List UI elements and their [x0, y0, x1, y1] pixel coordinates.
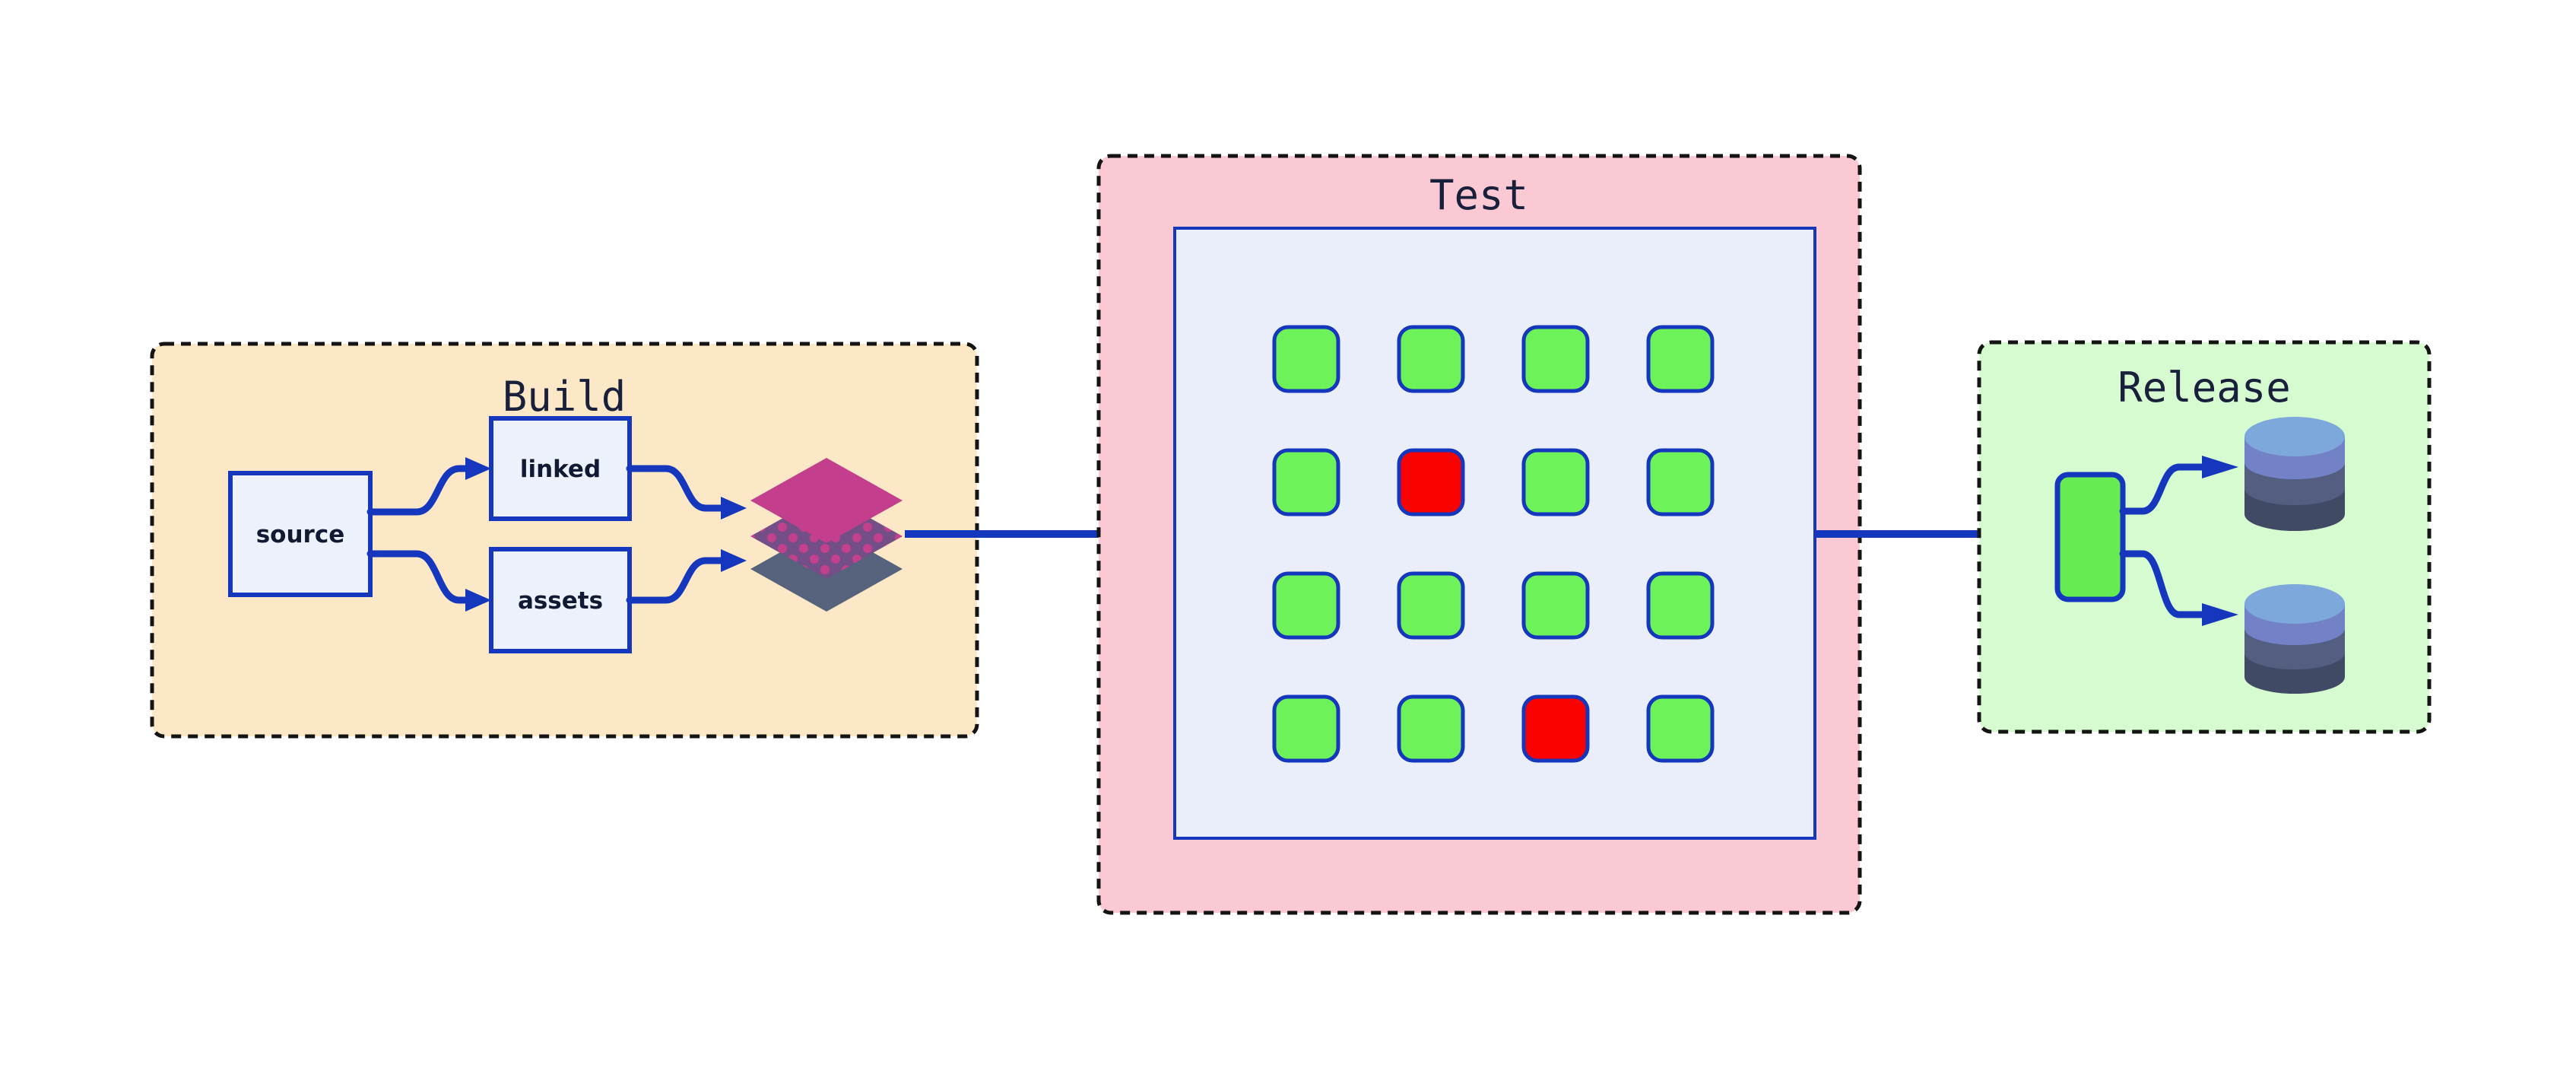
connector-release-db2	[2119, 550, 2238, 626]
connector-assets-artifact	[626, 549, 747, 604]
arrowhead	[721, 497, 747, 520]
test-stage: Test	[1096, 154, 1862, 915]
arrowhead	[465, 589, 491, 612]
database-icon	[2244, 584, 2345, 694]
db-band-3-curve	[2244, 497, 2345, 531]
test-cell-pass	[1646, 694, 1715, 763]
source-node	[228, 471, 373, 597]
test-cell-fail	[1521, 694, 1590, 763]
test-panel	[1173, 227, 1816, 840]
test-stage-title: Test	[1429, 171, 1528, 219]
test-cell-pass	[1397, 571, 1465, 640]
test-cell-pass	[1397, 694, 1465, 763]
db-lid	[2244, 417, 2345, 456]
linked-node-label: linked	[520, 456, 601, 483]
test-cell-pass	[1272, 448, 1340, 516]
test-cell-pass	[1521, 448, 1590, 516]
layers-icon	[750, 458, 903, 612]
layer-top	[750, 458, 903, 543]
database-icon	[2244, 417, 2345, 531]
arrowhead	[2202, 603, 2238, 626]
build-stage: Build source linked assets	[150, 342, 979, 739]
test-cell-pass	[1521, 325, 1590, 393]
test-grid	[1272, 325, 1715, 763]
db-band-3-curve	[2244, 660, 2345, 694]
test-cell-pass	[1646, 571, 1715, 640]
connector-release-db1	[2119, 456, 2238, 515]
db-band-2-curve	[2244, 472, 2345, 505]
build-stage-title: Build	[503, 373, 627, 421]
release-stage-title: Release	[2118, 364, 2291, 412]
test-cell-pass	[1397, 325, 1465, 393]
connector-linked-artifact	[626, 465, 747, 520]
test-cell-pass	[1272, 694, 1340, 763]
db-band-2-curve	[2244, 636, 2345, 669]
test-cell-fail	[1397, 448, 1465, 516]
build-stage-container	[150, 342, 979, 739]
arrowhead	[465, 457, 491, 480]
test-cell-pass	[1646, 448, 1715, 516]
release-artifact-node	[2054, 472, 2126, 602]
connector-source-linked	[366, 457, 491, 516]
assets-node-label: assets	[518, 587, 603, 615]
test-cell-pass	[1646, 325, 1715, 393]
source-node-label: source	[256, 521, 345, 548]
arrowhead	[2202, 456, 2238, 478]
test-cell-pass	[1272, 325, 1340, 393]
arrowhead	[721, 549, 747, 572]
connector-source-assets	[366, 550, 491, 612]
db-lid	[2244, 584, 2345, 624]
test-cell-pass	[1521, 571, 1590, 640]
release-stage: Release	[1977, 340, 2432, 734]
db-band-1-curve	[2244, 446, 2345, 479]
test-cell-pass	[1272, 571, 1340, 640]
